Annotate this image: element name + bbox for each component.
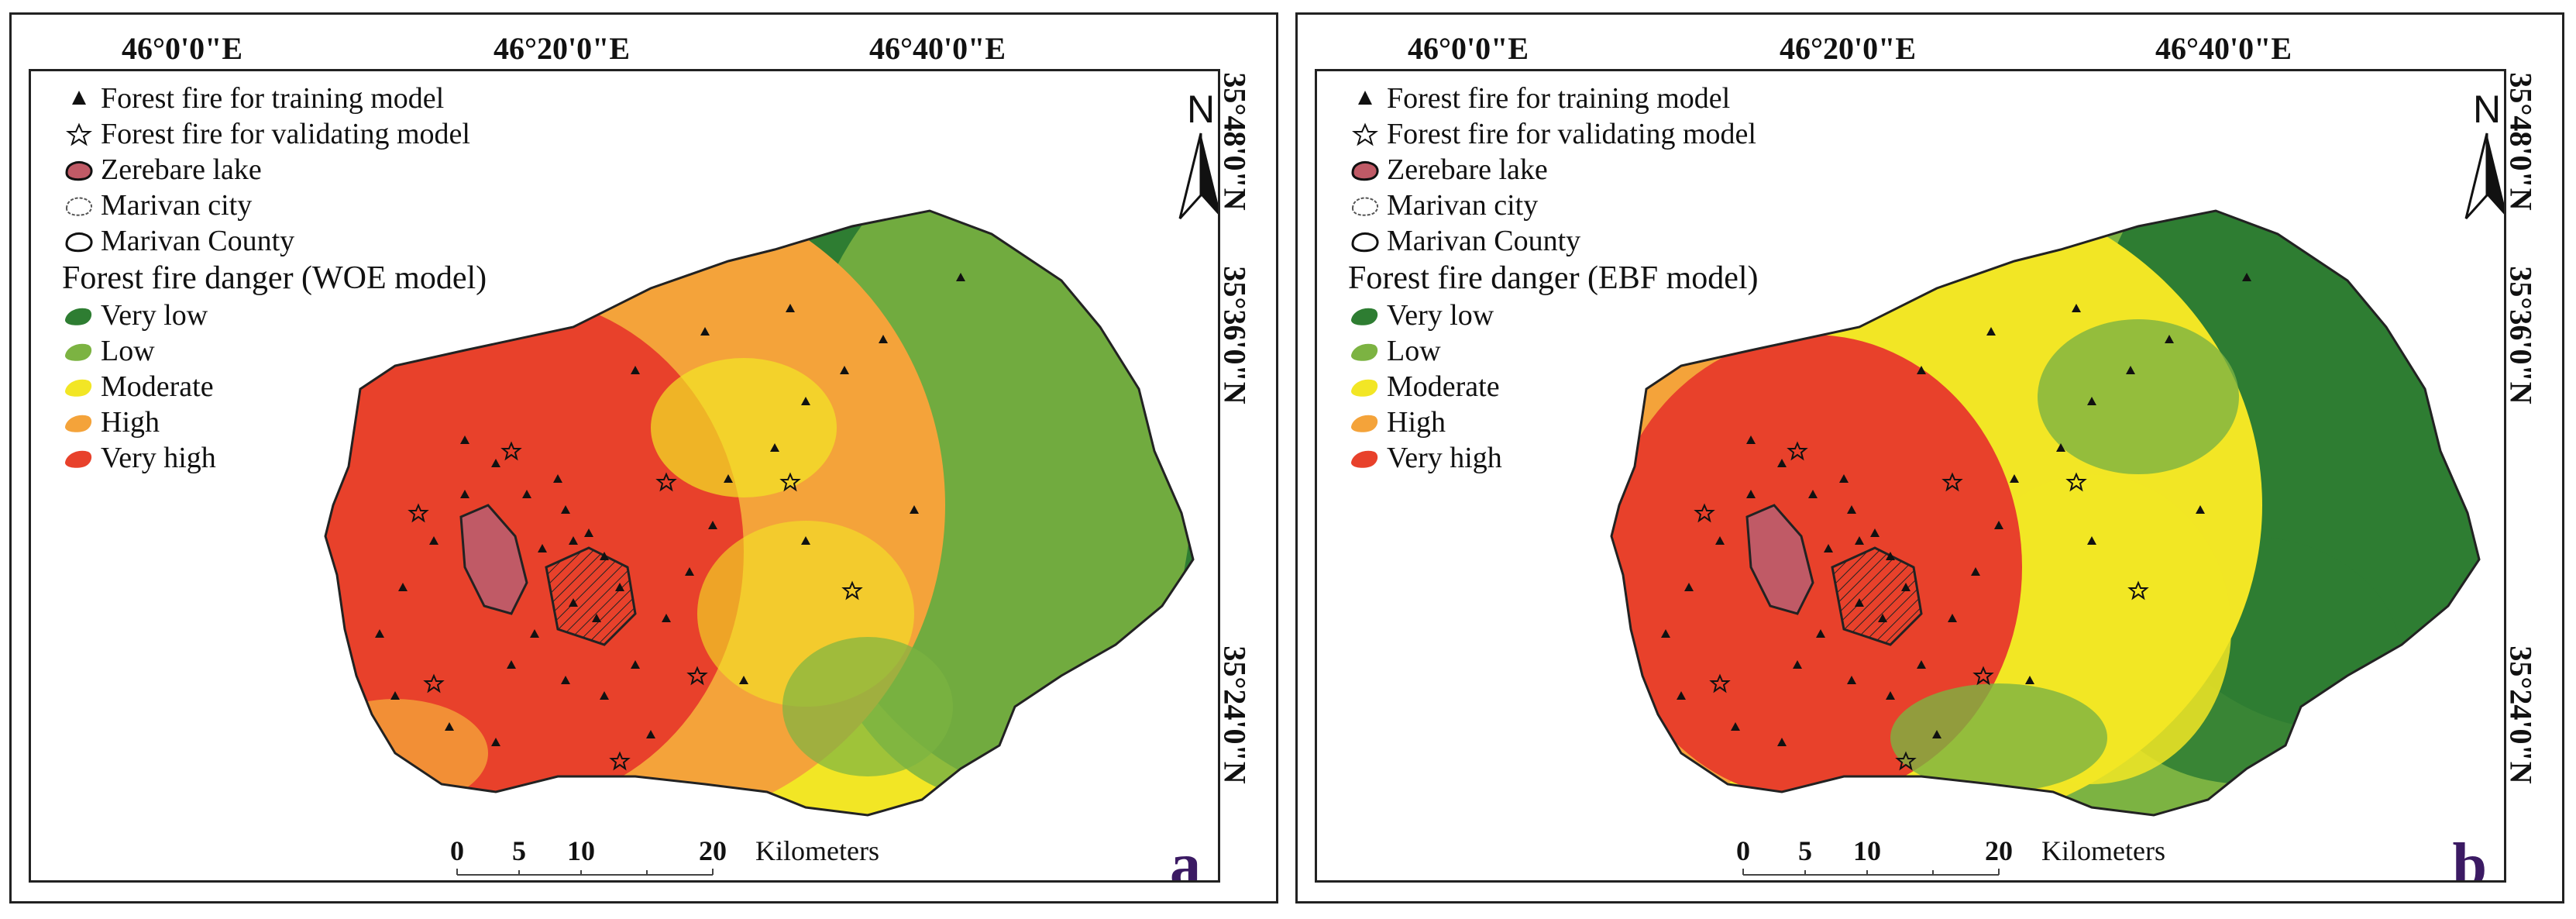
north-arrow: N bbox=[2460, 87, 2504, 234]
legend-class-moderate: Moderate bbox=[1348, 369, 1759, 404]
legend-city: Marivan city bbox=[1348, 188, 1759, 223]
latitude-label: 35°36'0"N bbox=[1217, 266, 1253, 404]
swatch-icon bbox=[62, 371, 96, 402]
north-arrow: N bbox=[1174, 87, 1218, 234]
legend-city: Marivan city bbox=[62, 188, 487, 223]
triangle-icon bbox=[62, 83, 96, 114]
marivan-city bbox=[1831, 546, 1923, 646]
legend-class-high: High bbox=[62, 404, 487, 440]
validation-points bbox=[408, 441, 863, 771]
map-frame: Forest fire for training model Forest fi… bbox=[29, 69, 1220, 883]
legend-heading: Forest fire danger (EBF model) bbox=[1348, 260, 1759, 296]
star-icon bbox=[62, 119, 96, 150]
latitude-label: 35°24'0"N bbox=[2503, 645, 2539, 784]
scale-bar: 0 5 10 20 Kilometers bbox=[450, 835, 879, 876]
panel-letter: b bbox=[2452, 831, 2488, 883]
longitude-label: 46°20'0"E bbox=[1780, 31, 1916, 66]
legend-class-very-low: Very low bbox=[62, 298, 487, 333]
lake-icon bbox=[62, 154, 96, 185]
panel-letter: a bbox=[1170, 831, 1201, 883]
legend-county: Marivan County bbox=[1348, 223, 1759, 259]
scale-bar: 0 5 10 20 Kilometers bbox=[1736, 835, 2165, 876]
swatch-icon bbox=[62, 407, 96, 438]
longitude-label: 46°20'0"E bbox=[494, 31, 630, 66]
north-letter: N bbox=[2472, 88, 2502, 131]
fire-points bbox=[375, 273, 965, 746]
fire-points bbox=[1661, 273, 2251, 746]
latitude-label: 35°48'0"N bbox=[2503, 72, 2539, 211]
city-icon bbox=[62, 190, 96, 221]
star-icon bbox=[1348, 119, 1382, 150]
triangle-icon bbox=[1348, 83, 1382, 114]
legend-lake: Zerebare lake bbox=[62, 152, 487, 188]
map-legend: Forest fire for training model Forest fi… bbox=[62, 81, 487, 476]
legend-class-low: Low bbox=[1348, 333, 1759, 369]
city-icon bbox=[1348, 190, 1382, 221]
legend-training: Forest fire for training model bbox=[62, 81, 487, 116]
latitude-label: 35°48'0"N bbox=[1217, 72, 1253, 211]
north-arrow-icon bbox=[1178, 133, 1218, 220]
legend-class-very-high: Very high bbox=[62, 440, 487, 476]
legend-validating: Forest fire for validating model bbox=[62, 116, 487, 152]
swatch-icon bbox=[62, 300, 96, 331]
swatch-icon bbox=[62, 442, 96, 473]
lake-icon bbox=[1348, 154, 1382, 185]
legend-class-very-high: Very high bbox=[1348, 440, 1759, 476]
county-icon bbox=[62, 225, 96, 256]
zerebare-lake bbox=[1745, 504, 1814, 615]
swatch-icon bbox=[1348, 371, 1382, 402]
legend-lake: Zerebare lake bbox=[1348, 152, 1759, 188]
north-arrow-icon bbox=[2464, 133, 2504, 220]
swatch-icon bbox=[1348, 442, 1382, 473]
longitude-label: 46°0'0"E bbox=[122, 31, 242, 66]
fire-danger-map bbox=[324, 209, 1195, 817]
marivan-city bbox=[545, 546, 637, 646]
map-legend: Forest fire for training model Forest fi… bbox=[1348, 81, 1759, 476]
map-panel-a: 46°0'0"E 46°20'0"E 46°40'0"E 35°48'0"N 3… bbox=[9, 12, 1278, 904]
swatch-icon bbox=[1348, 336, 1382, 367]
longitude-label: 46°40'0"E bbox=[2155, 31, 2292, 66]
swatch-icon bbox=[1348, 407, 1382, 438]
validation-points bbox=[1694, 441, 2149, 771]
county-icon bbox=[1348, 225, 1382, 256]
legend-validating: Forest fire for validating model bbox=[1348, 116, 1759, 152]
legend-class-low: Low bbox=[62, 333, 487, 369]
latitude-label: 35°36'0"N bbox=[2503, 266, 2539, 404]
swatch-icon bbox=[62, 336, 96, 367]
legend-class-high: High bbox=[1348, 404, 1759, 440]
legend-class-moderate: Moderate bbox=[62, 369, 487, 404]
swatch-icon bbox=[1348, 300, 1382, 331]
map-panel-b: 46°0'0"E 46°20'0"E 46°40'0"E 35°48'0"N 3… bbox=[1295, 12, 2564, 904]
latitude-label: 35°24'0"N bbox=[1217, 645, 1253, 784]
legend-heading: Forest fire danger (WOE model) bbox=[62, 260, 487, 296]
county-boundary bbox=[324, 209, 1195, 817]
legend-training: Forest fire for training model bbox=[1348, 81, 1759, 116]
longitude-label: 46°40'0"E bbox=[869, 31, 1006, 66]
legend-county: Marivan County bbox=[62, 223, 487, 259]
longitude-label: 46°0'0"E bbox=[1408, 31, 1529, 66]
legend-class-very-low: Very low bbox=[1348, 298, 1759, 333]
map-frame: Forest fire for training model Forest fi… bbox=[1315, 69, 2506, 883]
fire-danger-map bbox=[1610, 209, 2481, 817]
zerebare-lake bbox=[459, 504, 528, 615]
north-letter: N bbox=[1186, 88, 1216, 131]
county-boundary bbox=[1610, 209, 2481, 817]
